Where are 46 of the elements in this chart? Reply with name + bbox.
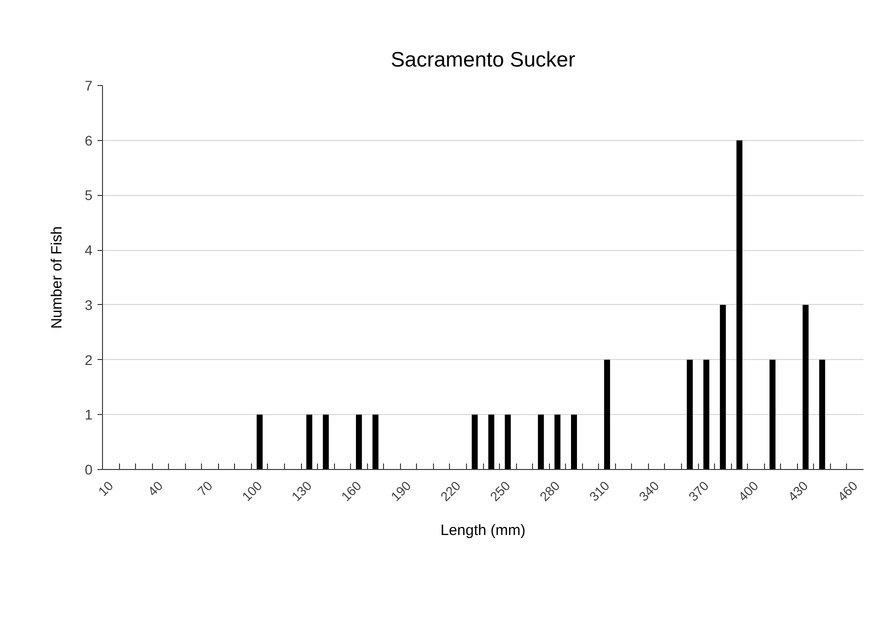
x-tick-label: 250 bbox=[487, 478, 514, 504]
y-tick-label: 5 bbox=[84, 187, 93, 204]
x-tick-label: 40 bbox=[144, 478, 166, 500]
y-axis-title: Number of Fish bbox=[48, 226, 66, 329]
bar bbox=[356, 414, 362, 470]
x-tick-label: 340 bbox=[636, 478, 662, 504]
y-tick-label: 0 bbox=[84, 462, 93, 478]
bar bbox=[703, 360, 710, 470]
y-tick-label: 7 bbox=[84, 78, 93, 94]
bar bbox=[554, 414, 560, 470]
bar bbox=[802, 304, 809, 470]
bar bbox=[372, 414, 378, 470]
bar bbox=[604, 360, 610, 470]
bar bbox=[306, 414, 312, 470]
bar bbox=[472, 414, 478, 470]
bar bbox=[720, 304, 726, 470]
bar bbox=[504, 414, 511, 470]
y-tick-label: 1 bbox=[84, 406, 93, 423]
y-tick-label: 6 bbox=[84, 132, 93, 148]
bar bbox=[322, 414, 329, 470]
x-tick-label: 370 bbox=[686, 478, 712, 504]
bar bbox=[770, 360, 776, 470]
x-tick-label: 460 bbox=[834, 478, 861, 504]
x-tick-label: 70 bbox=[194, 478, 216, 500]
x-tick-label: 160 bbox=[338, 478, 364, 504]
x-tick-label: 190 bbox=[388, 478, 414, 504]
x-tick-label: 430 bbox=[784, 478, 811, 504]
bar bbox=[538, 414, 544, 470]
bar bbox=[686, 360, 693, 470]
x-tick-label: 220 bbox=[438, 478, 464, 504]
x-tick-label: 280 bbox=[536, 478, 563, 504]
chart-title: Sacramento Sucker bbox=[390, 48, 576, 72]
bar bbox=[819, 360, 826, 470]
bar bbox=[736, 140, 742, 470]
x-axis-title: Length (mm) bbox=[440, 522, 526, 540]
x-tick-label: 310 bbox=[586, 478, 612, 504]
y-tick-label: 2 bbox=[84, 352, 93, 368]
y-tick-label: 3 bbox=[84, 296, 93, 313]
bar bbox=[256, 414, 263, 470]
x-tick-label: 10 bbox=[95, 478, 116, 500]
x-tick-label: 400 bbox=[735, 478, 762, 504]
x-tick-label: 130 bbox=[288, 478, 315, 504]
bar bbox=[571, 414, 577, 470]
bar bbox=[488, 414, 494, 470]
y-tick-label: 4 bbox=[84, 242, 93, 258]
x-tick-label: 100 bbox=[239, 478, 265, 504]
